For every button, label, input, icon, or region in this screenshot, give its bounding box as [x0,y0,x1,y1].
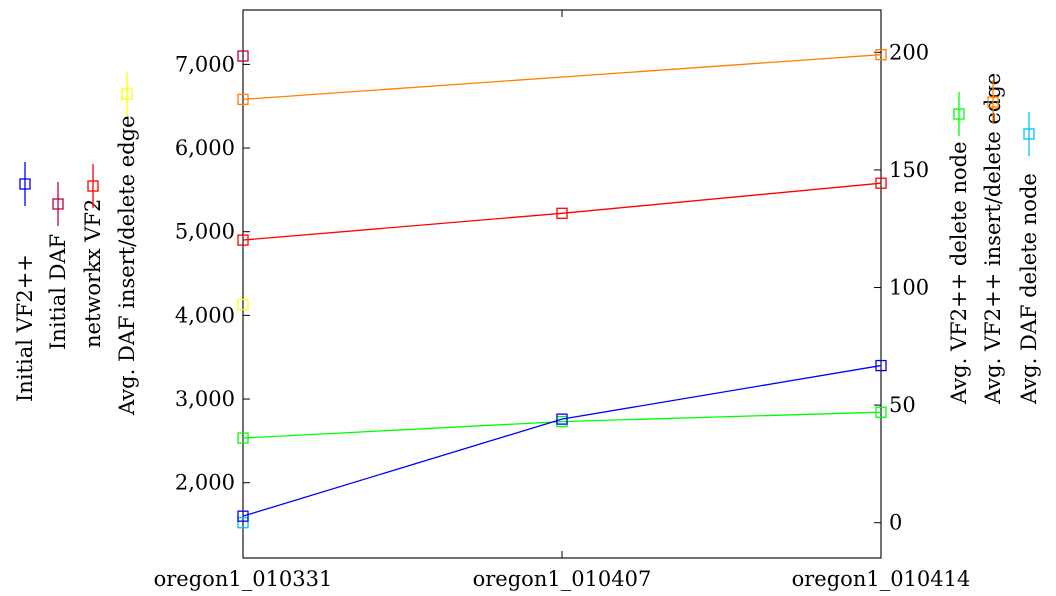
legend-label: networkx VF2 [81,199,105,348]
x-tick-label: oregon1_010414 [792,567,971,591]
data-point [875,49,887,61]
x-axis: oregon1_010331 oregon1_010407 oregon1_0104… [154,10,971,591]
right-y-tick-label: 100 [889,276,929,300]
legend-label: Avg. VF2++ insert/delete edge [981,73,1005,405]
right-legend: Avg. VF2++ delete node Avg. VF2++ insert/… [947,73,1041,405]
left-y-tick-label: 7,000 [175,52,235,76]
series-line [242,411,882,439]
series-avg-daf-delete-node [237,517,249,529]
series-line [242,54,882,101]
data-point [237,298,249,311]
left-y-tick-label: 4,000 [175,303,235,327]
data-point [237,517,249,529]
left-y-tick-label: 6,000 [175,136,235,160]
data-point [556,207,568,219]
x-tick-label: oregon1_010331 [154,567,333,591]
series-line [242,364,882,517]
legend-marker [1023,128,1035,140]
legend-entry: Avg. VF2++ insert/delete edge [981,73,1005,405]
legend-marker [52,198,64,210]
legend-entry: networkx VF2 [81,164,105,348]
right-y-axis: 0 50 100 150 200 [874,40,929,535]
legend-entry: Avg. VF2++ delete node [947,92,971,405]
left-y-tick-label: 2,000 [175,471,235,495]
series-networkx-vf2 [237,177,887,246]
right-y-tick-label: 0 [889,511,902,535]
series-avg-vf2-delete-node [237,406,887,444]
data-point [875,359,887,372]
left-y-axis: 2,000 3,000 4,000 5,000 6,000 7,000 [175,52,250,495]
series-line [242,182,882,241]
series-layer [237,49,887,529]
legend-label: Initial DAF [46,234,70,350]
right-y-tick-label: 50 [889,393,916,417]
left-y-tick-label: 3,000 [175,387,235,411]
data-point [237,234,249,246]
legend-marker [87,180,99,192]
data-point [875,406,887,418]
x-tick-label: oregon1_010407 [473,567,652,591]
legend-entry: Avg. DAF insert/delete edge [115,72,139,416]
legend-marker [121,88,133,100]
right-y-tick-label: 200 [889,40,929,64]
series-avg-daf-insert-delete-edge [237,298,249,311]
left-legend: Initial VF2++ Initial DAF networkx VF2 Avg.… [13,72,139,416]
series-avg-vf2-insert-delete-edge [237,49,887,106]
legend-label: Initial VF2++ [13,254,37,402]
right-y-tick-label: 150 [889,158,929,182]
data-point [875,177,887,189]
data-point [237,50,249,62]
legend-marker [19,178,31,190]
legend-entry: Initial VF2++ [13,162,37,402]
legend-marker [953,108,965,120]
left-y-tick-label: 5,000 [175,220,235,244]
legend-entry: Avg. DAF delete node [1017,112,1041,405]
data-point [237,93,249,106]
series-initial-vf2- [237,359,887,522]
series-initial-daf [237,50,249,62]
data-point [237,432,249,444]
legend-marker [987,96,999,108]
data-point [556,413,568,425]
legend-entry: Initial DAF [46,182,70,350]
legend-label: Avg. DAF insert/delete edge [115,115,139,416]
data-point [237,510,249,522]
legend-label: Avg. DAF delete node [1017,173,1041,405]
legend-label: Avg. VF2++ delete node [947,141,971,405]
